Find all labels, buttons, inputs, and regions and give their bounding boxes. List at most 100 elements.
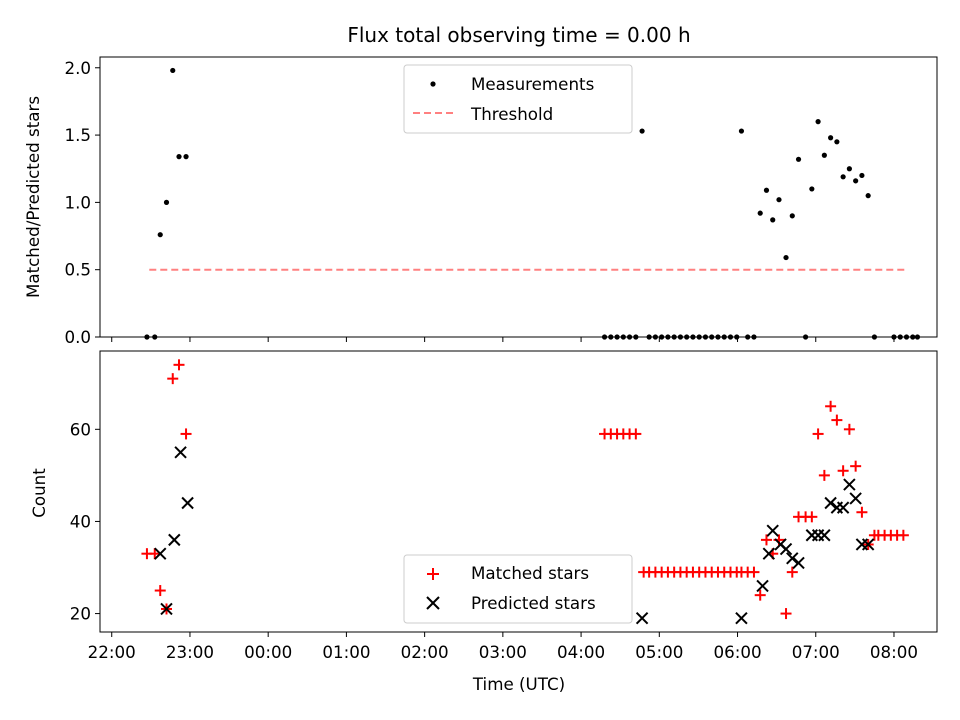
top-plot-frame xyxy=(99,56,938,338)
top-legend-box xyxy=(403,64,633,134)
y-tick-label: 1.0 xyxy=(64,192,91,212)
bottom-axis-ticks: 20 40 60 22:00 23:00 00:00 01:00 02:00 03:00 04:0… xyxy=(70,419,918,662)
measurement-point xyxy=(853,178,859,184)
predicted-star-point xyxy=(766,524,779,537)
y-tick-label: 60 xyxy=(70,419,91,439)
bottom-legend: Matched stars Predicted stars xyxy=(403,554,633,624)
bottom-subplot: Count Time (UTC) 20 40 60 22:00 23:00 00:00 01… xyxy=(29,350,938,694)
measurement-point xyxy=(840,174,846,180)
measurement-point xyxy=(828,135,834,141)
matched-star-point xyxy=(786,566,798,578)
top-legend: Measurements Threshold xyxy=(403,64,633,134)
x-tick-label: 05:00 xyxy=(635,642,683,662)
matched-star-point xyxy=(818,469,830,481)
measurement-point xyxy=(821,152,827,158)
bottom-legend-box xyxy=(403,554,633,624)
matched-star-point xyxy=(850,460,862,472)
measurement-point xyxy=(757,210,763,216)
top-y-axis-label: Matched/Predicted stars xyxy=(23,96,43,298)
x-tick-label: 08:00 xyxy=(870,642,918,662)
matched-star-point xyxy=(856,506,868,518)
measurement-point xyxy=(815,119,821,125)
top-subplot: Flux total observing time = 0.00 h Match… xyxy=(23,23,938,347)
x-tick-label: 00:00 xyxy=(244,642,292,662)
predicted-star-point xyxy=(762,547,776,560)
top-axis-ticks: 0.0 0.5 1.0 1.5 2.0 xyxy=(64,58,895,347)
predicted-star-point xyxy=(836,501,850,514)
legend-matched-marker xyxy=(427,568,439,580)
x-tick-label: 22:00 xyxy=(88,642,136,662)
predicted-star-point xyxy=(154,547,167,560)
matched-star-point xyxy=(154,585,166,597)
predicted-star-point xyxy=(843,478,856,491)
measurement-point xyxy=(795,156,802,162)
y-tick-label: 20 xyxy=(70,604,91,624)
predicted-star-point xyxy=(168,533,181,547)
matched-star-point xyxy=(760,534,772,546)
measurement-point xyxy=(163,199,170,205)
measurement-point xyxy=(170,67,176,74)
measurement-point xyxy=(639,128,645,134)
legend-threshold-label: Threshold xyxy=(470,104,553,124)
y-tick-label: 1.5 xyxy=(64,125,91,145)
matched-star-point xyxy=(897,529,909,541)
predicted-star-point xyxy=(735,611,748,625)
legend-predicted-label: Predicted stars xyxy=(471,593,596,613)
y-tick-label: 40 xyxy=(70,511,91,531)
matched-star-point xyxy=(180,428,192,440)
matched-star-point xyxy=(167,373,179,385)
bottom-plot-marks xyxy=(141,359,909,625)
chart-title: Flux total observing time = 0.00 h xyxy=(347,23,690,47)
measurement-point xyxy=(834,139,840,145)
x-axis-label: Time (UTC) xyxy=(472,674,565,694)
y-tick-label: 0.0 xyxy=(64,327,91,347)
matched-star-point xyxy=(825,400,837,412)
predicted-star-point xyxy=(160,602,173,616)
measurement-point xyxy=(846,166,852,172)
x-tick-label: 01:00 xyxy=(322,642,370,662)
measurement-point xyxy=(789,213,795,219)
predicted-star-point xyxy=(786,552,799,565)
legend-matched-label: Matched stars xyxy=(471,563,589,583)
measurement-point xyxy=(183,154,189,160)
predicted-star-point xyxy=(818,529,831,542)
matched-star-point xyxy=(806,511,818,523)
matched-star-point xyxy=(754,589,766,601)
matched-star-point xyxy=(149,548,161,560)
x-tick-label: 06:00 xyxy=(713,642,761,662)
x-tick-label: 23:00 xyxy=(166,642,214,662)
measurement-point xyxy=(157,232,163,238)
x-tick-label: 07:00 xyxy=(792,642,840,662)
legend-measurements-marker xyxy=(430,81,436,87)
measurement-point xyxy=(865,193,871,199)
matched-star-point xyxy=(748,566,760,578)
matched-star-point xyxy=(173,359,185,371)
predicted-star-point xyxy=(779,542,793,556)
x-tick-label: 04:00 xyxy=(557,642,605,662)
bottom-y-axis-label: Count xyxy=(29,468,49,518)
predicted-star-point xyxy=(756,579,769,593)
legend-predicted-marker xyxy=(426,596,440,610)
bottom-plot-frame xyxy=(99,350,938,633)
predicted-star-point xyxy=(635,611,649,625)
measurement-point xyxy=(809,186,815,192)
matched-star-point xyxy=(831,414,843,426)
matched-star-point xyxy=(812,428,824,440)
x-tick-label: 03:00 xyxy=(479,642,527,662)
measurement-point xyxy=(776,197,782,203)
measurement-point xyxy=(176,154,182,160)
measurement-point xyxy=(738,128,745,134)
predicted-star-point xyxy=(181,496,194,510)
predicted-star-point xyxy=(861,538,875,551)
matched-star-point xyxy=(630,428,642,440)
predicted-star-point xyxy=(792,556,805,570)
measurement-point xyxy=(859,172,865,179)
y-tick-label: 2.0 xyxy=(64,58,91,78)
matched-star-point xyxy=(780,608,792,620)
matched-star-point xyxy=(837,465,849,477)
predicted-star-point xyxy=(849,492,862,505)
predicted-star-point xyxy=(174,446,187,459)
x-tick-label: 02:00 xyxy=(401,642,449,662)
measurement-point xyxy=(763,187,770,193)
